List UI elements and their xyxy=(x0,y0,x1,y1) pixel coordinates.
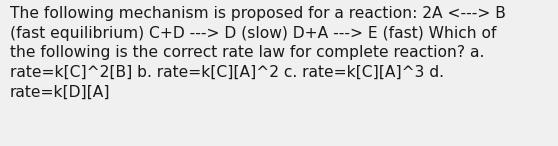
Text: The following mechanism is proposed for a reaction: 2A <---> B
(fast equilibrium: The following mechanism is proposed for … xyxy=(10,6,506,100)
